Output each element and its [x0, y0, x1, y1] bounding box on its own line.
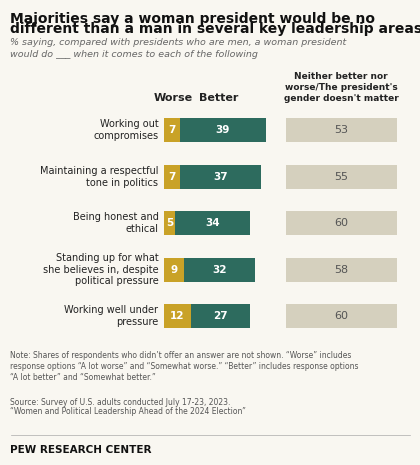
Text: Working well under
pressure: Working well under pressure — [65, 306, 158, 327]
Text: Worse: Worse — [153, 93, 192, 103]
Text: Being honest and
ethical: Being honest and ethical — [73, 213, 158, 234]
Text: Neither better nor
worse/The president's
gender doesn't matter: Neither better nor worse/The president's… — [284, 72, 399, 103]
Bar — [175, 211, 250, 235]
Text: 32: 32 — [212, 265, 227, 275]
Bar — [191, 304, 250, 328]
Bar — [164, 258, 184, 282]
Text: 9: 9 — [171, 265, 178, 275]
Bar — [164, 211, 175, 235]
Text: different than a man in several key leadership areas: different than a man in several key lead… — [10, 22, 420, 36]
Text: 53: 53 — [334, 125, 348, 135]
Text: 27: 27 — [213, 311, 228, 321]
Text: 34: 34 — [205, 218, 220, 228]
Text: 55: 55 — [334, 172, 348, 182]
Bar — [286, 258, 396, 282]
Text: Majorities say a woman president would be no: Majorities say a woman president would b… — [10, 12, 375, 26]
Text: 60: 60 — [334, 311, 348, 321]
Bar — [286, 304, 396, 328]
Bar — [164, 118, 179, 142]
Text: 7: 7 — [168, 172, 176, 182]
Text: Standing up for what
she believes in, despite
political pressure: Standing up for what she believes in, de… — [43, 253, 158, 286]
Text: 58: 58 — [334, 265, 348, 275]
Text: % saying, compared with presidents who are men, a woman president
would do ___ w: % saying, compared with presidents who a… — [10, 38, 347, 59]
Text: 37: 37 — [213, 172, 228, 182]
Bar — [179, 118, 266, 142]
Text: Working out
compromises: Working out compromises — [93, 120, 158, 141]
Bar — [179, 165, 262, 189]
Text: 5: 5 — [166, 218, 173, 228]
Text: 60: 60 — [334, 218, 348, 228]
Text: 7: 7 — [168, 125, 176, 135]
Bar — [286, 118, 396, 142]
Bar — [184, 258, 255, 282]
Bar — [286, 165, 396, 189]
Bar — [286, 211, 396, 235]
Text: Source: Survey of U.S. adults conducted July 17-23, 2023.: Source: Survey of U.S. adults conducted … — [10, 398, 231, 406]
Text: “Women and Political Leadership Ahead of the 2024 Election”: “Women and Political Leadership Ahead of… — [10, 407, 247, 416]
Text: 12: 12 — [170, 311, 184, 321]
Bar — [164, 165, 179, 189]
Text: PEW RESEARCH CENTER: PEW RESEARCH CENTER — [10, 445, 152, 455]
Text: Maintaining a respectful
tone in politics: Maintaining a respectful tone in politic… — [40, 166, 158, 187]
Text: 39: 39 — [215, 125, 230, 135]
Bar — [164, 304, 191, 328]
Text: Note: Shares of respondents who didn’t offer an answer are not shown. “Worse” in: Note: Shares of respondents who didn’t o… — [10, 351, 359, 382]
Text: Better: Better — [200, 93, 239, 103]
